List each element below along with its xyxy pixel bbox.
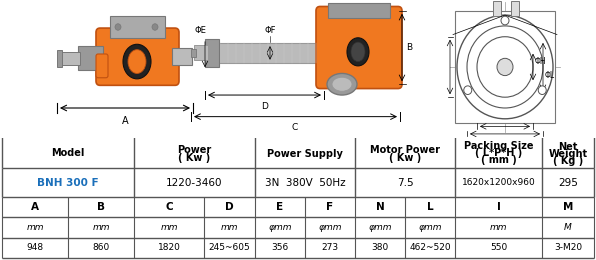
Text: ( Kg ): ( Kg ) bbox=[553, 156, 583, 166]
FancyBboxPatch shape bbox=[96, 28, 179, 85]
Text: ΦF: ΦF bbox=[264, 25, 276, 35]
Bar bbox=[172, 48, 192, 65]
Text: 7.5: 7.5 bbox=[397, 178, 413, 188]
Bar bbox=[78, 47, 103, 70]
Text: L: L bbox=[427, 202, 433, 212]
Ellipse shape bbox=[128, 50, 146, 73]
Text: 462~520: 462~520 bbox=[409, 243, 451, 252]
Bar bbox=[215, 43, 325, 63]
Text: Motor Power: Motor Power bbox=[370, 145, 440, 155]
FancyBboxPatch shape bbox=[96, 54, 108, 78]
FancyBboxPatch shape bbox=[316, 6, 402, 89]
Text: ΦL: ΦL bbox=[545, 71, 555, 80]
Ellipse shape bbox=[332, 77, 352, 91]
Circle shape bbox=[115, 24, 121, 30]
Text: 1620x1200x960: 1620x1200x960 bbox=[462, 178, 535, 187]
Ellipse shape bbox=[123, 44, 151, 79]
Text: 1220-3460: 1220-3460 bbox=[166, 178, 223, 188]
Text: Weight: Weight bbox=[548, 149, 588, 159]
Text: 356: 356 bbox=[271, 243, 288, 252]
Text: mm: mm bbox=[26, 223, 44, 232]
Text: Model: Model bbox=[51, 148, 85, 158]
Circle shape bbox=[497, 58, 513, 76]
Bar bbox=[110, 16, 165, 38]
Bar bbox=[493, 1, 501, 16]
Text: ( L*P*H ): ( L*P*H ) bbox=[475, 148, 522, 158]
Text: 380: 380 bbox=[371, 243, 389, 252]
Circle shape bbox=[152, 24, 158, 30]
Text: φmm: φmm bbox=[418, 223, 442, 232]
Text: I: I bbox=[496, 202, 501, 212]
Circle shape bbox=[457, 15, 553, 119]
Ellipse shape bbox=[327, 73, 357, 95]
Bar bbox=[191, 49, 196, 57]
Text: 3-M20: 3-M20 bbox=[554, 243, 582, 252]
Text: mm: mm bbox=[160, 223, 178, 232]
Text: 245~605: 245~605 bbox=[209, 243, 250, 252]
Text: φmm: φmm bbox=[318, 223, 342, 232]
Text: M: M bbox=[564, 223, 572, 232]
Bar bbox=[205, 39, 219, 67]
Circle shape bbox=[477, 37, 533, 97]
Text: φmm: φmm bbox=[268, 223, 292, 232]
Text: C: C bbox=[292, 123, 298, 132]
Text: ( Kw ): ( Kw ) bbox=[389, 153, 421, 163]
Text: mm: mm bbox=[221, 223, 238, 232]
Text: 1820: 1820 bbox=[157, 243, 181, 252]
Text: 295: 295 bbox=[558, 178, 578, 188]
Text: 3N  380V  50Hz: 3N 380V 50Hz bbox=[265, 178, 345, 188]
Text: ( Kw ): ( Kw ) bbox=[178, 153, 210, 163]
Text: B: B bbox=[406, 43, 412, 52]
Text: Power: Power bbox=[178, 145, 212, 155]
Text: ΦE: ΦE bbox=[194, 25, 206, 35]
Text: Power Supply: Power Supply bbox=[267, 149, 343, 159]
Text: A: A bbox=[31, 202, 39, 212]
Ellipse shape bbox=[351, 42, 365, 62]
Text: M: M bbox=[563, 202, 573, 212]
Text: ( mm ): ( mm ) bbox=[480, 155, 516, 165]
Bar bbox=[57, 50, 62, 67]
Text: E: E bbox=[277, 202, 284, 212]
Text: Net: Net bbox=[558, 142, 578, 152]
Bar bbox=[328, 3, 390, 18]
Circle shape bbox=[538, 86, 547, 94]
Bar bbox=[60, 52, 80, 65]
Text: B: B bbox=[97, 202, 105, 212]
Text: F: F bbox=[327, 202, 334, 212]
Bar bbox=[511, 1, 519, 16]
Circle shape bbox=[501, 16, 509, 25]
Circle shape bbox=[467, 26, 543, 108]
Text: C: C bbox=[165, 202, 173, 212]
Text: mm: mm bbox=[490, 223, 507, 232]
Text: 550: 550 bbox=[490, 243, 507, 252]
Text: D: D bbox=[225, 202, 234, 212]
Text: φmm: φmm bbox=[368, 223, 392, 232]
Text: N: N bbox=[375, 202, 384, 212]
Text: A: A bbox=[122, 115, 128, 126]
Text: D: D bbox=[262, 101, 268, 110]
Text: ΦH: ΦH bbox=[535, 57, 547, 66]
Ellipse shape bbox=[347, 38, 369, 66]
Text: 860: 860 bbox=[92, 243, 110, 252]
Text: BNH 300 F: BNH 300 F bbox=[37, 178, 99, 188]
Text: mm: mm bbox=[92, 223, 110, 232]
Bar bbox=[194, 45, 208, 61]
Bar bbox=[455, 11, 555, 123]
Circle shape bbox=[464, 86, 472, 94]
Text: 948: 948 bbox=[26, 243, 44, 252]
Text: 273: 273 bbox=[321, 243, 339, 252]
Text: Packing Size: Packing Size bbox=[464, 141, 533, 151]
